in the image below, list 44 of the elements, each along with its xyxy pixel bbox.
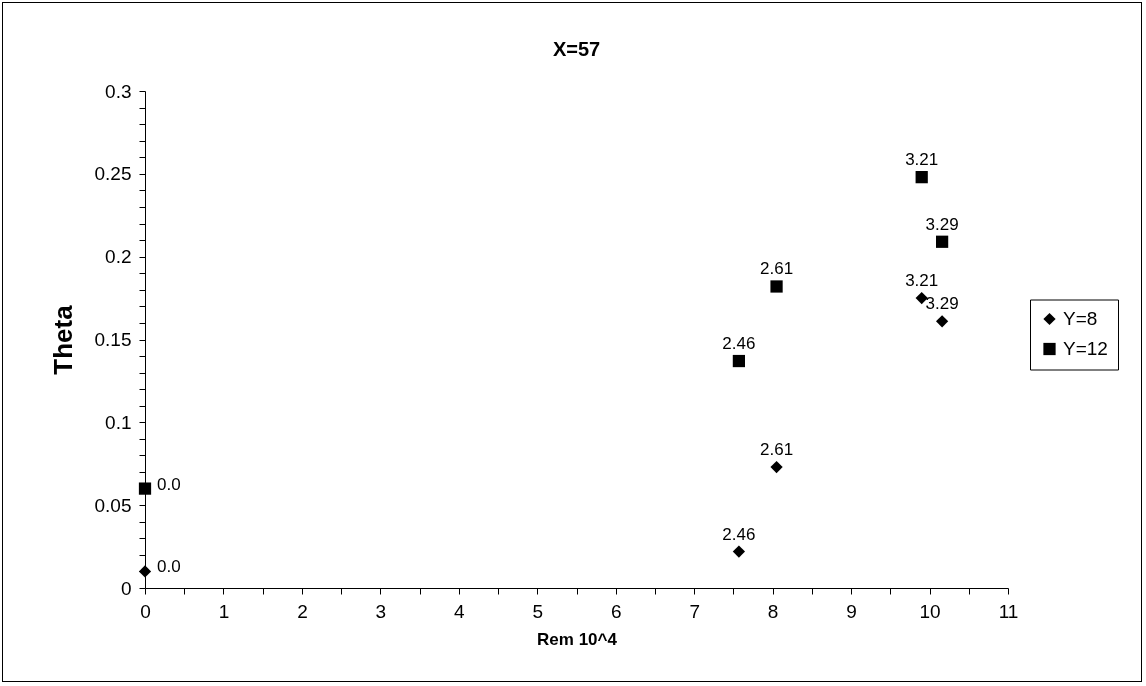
y-tick-label: 0.05 <box>94 494 132 516</box>
point <box>770 460 783 474</box>
y-tick-label: 0.25 <box>94 163 132 185</box>
x-tick-label: 11 <box>998 600 1019 622</box>
x-tick-label: 6 <box>610 600 622 622</box>
x-tick-label: 5 <box>532 600 544 622</box>
y-tick-label: 0.3 <box>105 80 132 102</box>
x-tick-label: 4 <box>454 600 466 622</box>
y-tick-label: 0.15 <box>94 329 132 350</box>
y-axis-title: Theta <box>47 304 78 375</box>
point <box>935 235 949 248</box>
annotation: 2.61 <box>760 259 794 279</box>
point <box>138 482 152 495</box>
y-tick-label: 0.1 <box>105 411 132 433</box>
point <box>138 565 152 578</box>
annotation: 2.46 <box>722 524 756 544</box>
x-tick-label: 2 <box>297 600 308 622</box>
x-tick-label: 3 <box>375 600 387 622</box>
annotation: 3.21 <box>905 271 939 291</box>
chart-title: X=57 <box>552 38 601 60</box>
x-tick-label: 9 <box>846 600 857 622</box>
point <box>915 171 928 184</box>
y-tick-label: 0 <box>120 577 132 599</box>
point <box>935 315 949 328</box>
x-tick-label: 7 <box>689 600 700 622</box>
legend-label: Y=8 <box>1063 308 1098 329</box>
x-tick-label: 0 <box>140 600 151 622</box>
x-tick-label: 10 <box>919 600 941 622</box>
annotation: 0.0 <box>157 557 181 577</box>
point <box>770 280 783 293</box>
annotation: 0.0 <box>157 474 181 494</box>
point <box>915 291 928 305</box>
y-tick-label: 0.2 <box>105 246 132 268</box>
annotation: 3.29 <box>925 214 959 234</box>
legend-label: Y=12 <box>1063 338 1108 359</box>
annotation: 3.29 <box>925 294 959 314</box>
x-axis-title: Rem 10^4 <box>537 629 618 649</box>
annotation: 3.21 <box>905 150 939 170</box>
x-tick-label: 8 <box>767 600 779 622</box>
point <box>732 545 746 558</box>
annotation: 2.61 <box>760 440 794 460</box>
annotation: 2.46 <box>722 334 756 354</box>
x-tick-label: 1 <box>218 600 230 622</box>
point <box>732 354 746 368</box>
